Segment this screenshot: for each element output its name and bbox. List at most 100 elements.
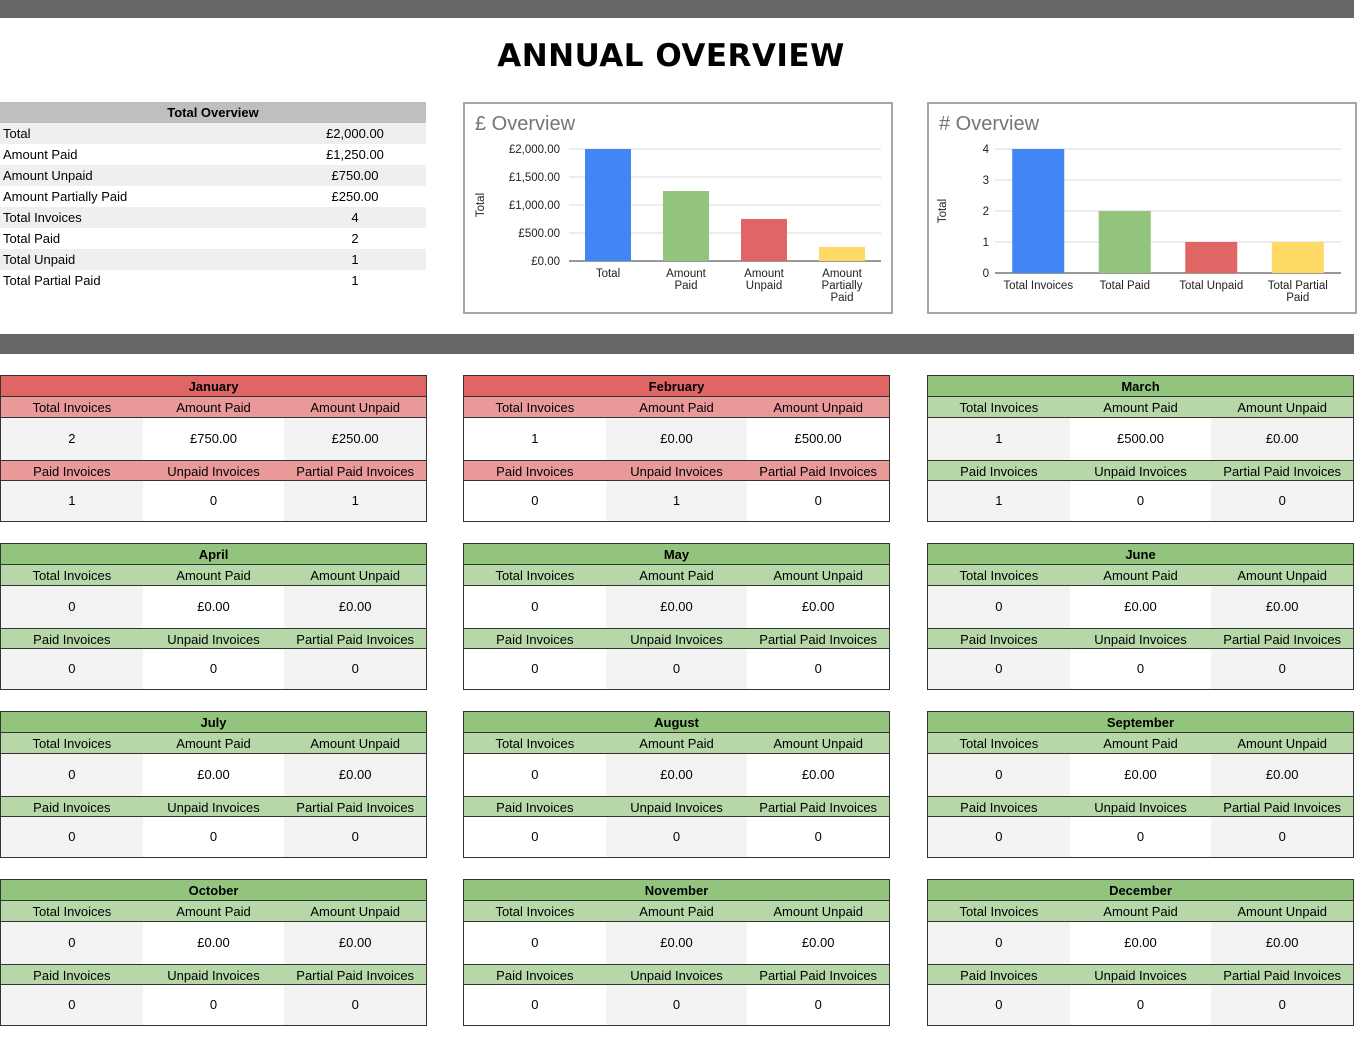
month-value-cell[interactable]: 0 (747, 481, 890, 521)
month-value-cell[interactable]: 0 (1, 985, 143, 1025)
month-value-cell[interactable]: 1 (928, 481, 1070, 521)
month-value-cell[interactable]: 0 (464, 649, 606, 689)
month-value-cell[interactable]: £0.00 (142, 922, 285, 964)
month-value-cell[interactable]: £0.00 (605, 586, 748, 628)
month-value-cell[interactable]: £0.00 (747, 754, 890, 796)
month-value-cell[interactable]: 0 (1069, 985, 1212, 1025)
month-value-cell[interactable]: 0 (142, 649, 285, 689)
month-value-cell[interactable]: £0.00 (605, 754, 748, 796)
month-value-cell[interactable]: 0 (1, 649, 143, 689)
month-value-cell[interactable]: 0 (1, 922, 143, 964)
month-value-cell[interactable]: 0 (1, 754, 143, 796)
month-value-cell[interactable]: 0 (605, 817, 748, 857)
month-value-cell[interactable]: 0 (1, 817, 143, 857)
month-card-february[interactable]: February Total Invoices Amount Paid Amount … (463, 375, 890, 522)
month-value-cell[interactable]: £0.00 (1211, 754, 1354, 796)
month-value-cell[interactable]: 1 (605, 481, 748, 521)
month-card-november[interactable]: November Total Invoices Amount Paid Amount … (463, 879, 890, 1026)
month-value-cell[interactable]: 0 (1, 586, 143, 628)
month-column-label: Total Invoices (32, 400, 112, 415)
month-value-cell[interactable]: £0.00 (747, 586, 890, 628)
month-value-cell[interactable]: 0 (605, 649, 748, 689)
month-value-cell[interactable]: £0.00 (1069, 922, 1212, 964)
month-value-cell[interactable]: 0 (464, 985, 606, 1025)
month-value-cell[interactable]: £750.00 (142, 418, 285, 460)
month-value-cell[interactable]: 1 (928, 418, 1070, 460)
month-value-cell[interactable]: £0.00 (605, 418, 748, 460)
month-column-label: Total Invoices (495, 904, 575, 919)
month-card-july[interactable]: July Total Invoices Amount Paid Amount Unpa… (0, 711, 427, 858)
month-value-cell[interactable]: 0 (605, 985, 748, 1025)
y-tick-label: 0 (983, 268, 989, 280)
month-value-cell[interactable]: 0 (142, 817, 285, 857)
month-value-cell[interactable]: 0 (1069, 481, 1212, 521)
month-value-row: 0 £0.00 £0.00 (464, 586, 890, 628)
overview-row-amount-unpaid[interactable]: Amount Unpaid £750.00 (0, 165, 426, 186)
month-value-cell[interactable]: 0 (284, 649, 427, 689)
month-value-cell[interactable]: 0 (747, 985, 890, 1025)
month-value-cell[interactable]: 0 (1211, 817, 1354, 857)
month-value-cell[interactable]: 2 (1, 418, 143, 460)
month-value-cell[interactable]: 0 (928, 817, 1070, 857)
month-value-cell[interactable]: £0.00 (284, 922, 427, 964)
month-value-cell[interactable]: 0 (747, 649, 890, 689)
overview-row-amount-paid[interactable]: Amount Paid £1,250.00 (0, 144, 426, 165)
month-value-cell[interactable]: £0.00 (1069, 586, 1212, 628)
month-card-september[interactable]: September Total Invoices Amount Paid Amount… (927, 711, 1354, 858)
month-value-cell[interactable]: £0.00 (142, 754, 285, 796)
month-card-december[interactable]: December Total Invoices Amount Paid Amount … (927, 879, 1354, 1026)
month-value-cell[interactable]: 0 (284, 985, 427, 1025)
month-value-cell[interactable]: 0 (928, 586, 1070, 628)
month-value-cell[interactable]: 0 (464, 817, 606, 857)
month-value-cell[interactable]: £0.00 (142, 586, 285, 628)
month-value-cell[interactable]: 0 (928, 754, 1070, 796)
month-value-cell[interactable]: 0 (1211, 481, 1354, 521)
month-value-cell[interactable]: 0 (142, 985, 285, 1025)
month-value-cell[interactable]: £0.00 (284, 586, 427, 628)
month-card-april[interactable]: April Total Invoices Amount Paid Amount Unp… (0, 543, 427, 690)
month-value-cell[interactable]: 0 (1211, 985, 1354, 1025)
month-value-cell[interactable]: 0 (464, 586, 606, 628)
month-value-cell[interactable]: £0.00 (1211, 586, 1354, 628)
month-value-cell[interactable]: 0 (142, 481, 285, 521)
month-value-cell[interactable]: 0 (464, 922, 606, 964)
month-value-cell[interactable]: 1 (464, 418, 606, 460)
month-value-cell[interactable]: 0 (928, 649, 1070, 689)
month-card-october[interactable]: October Total Invoices Amount Paid Amount U… (0, 879, 427, 1026)
month-value-cell[interactable]: 0 (747, 817, 890, 857)
month-card-august[interactable]: August Total Invoices Amount Paid Amount Un… (463, 711, 890, 858)
month-value-cell[interactable]: £500.00 (1069, 418, 1212, 460)
month-value-cell[interactable]: 0 (928, 985, 1070, 1025)
month-card-may[interactable]: May Total Invoices Amount Paid Amount Unpai… (463, 543, 890, 690)
overview-row-total-partial-paid[interactable]: Total Partial Paid 1 (0, 270, 426, 291)
month-value-cell[interactable]: 0 (1211, 649, 1354, 689)
month-column-label: Amount Unpaid (310, 568, 400, 583)
month-value-cell[interactable]: 0 (1069, 649, 1212, 689)
month-value-cell[interactable]: 0 (464, 754, 606, 796)
overview-row-total-invoices[interactable]: Total Invoices 4 (0, 207, 426, 228)
month-value-cell[interactable]: £0.00 (747, 922, 890, 964)
month-value-cell[interactable]: £0.00 (1211, 922, 1354, 964)
month-value-cell[interactable]: £0.00 (605, 922, 748, 964)
month-value-cell[interactable]: £0.00 (284, 754, 427, 796)
month-value-cell[interactable]: 0 (928, 922, 1070, 964)
overview-row-total[interactable]: Total £2,000.00 (0, 123, 426, 144)
month-value-cell[interactable]: 0 (284, 817, 427, 857)
count-overview-chart[interactable]: # Overview 0 1 2 3 4 Total Total Invoices Total… (927, 102, 1357, 314)
month-value-cell[interactable]: 1 (1, 481, 143, 521)
month-value-cell[interactable]: £500.00 (747, 418, 890, 460)
month-card-june[interactable]: June Total Invoices Amount Paid Amount Unpa… (927, 543, 1354, 690)
month-value-cell[interactable]: £0.00 (1069, 754, 1212, 796)
x-tick-label: Total Paid (1099, 280, 1150, 292)
month-value-cell[interactable]: 0 (1069, 817, 1212, 857)
overview-row-total-unpaid[interactable]: Total Unpaid 1 (0, 249, 426, 270)
month-value-cell[interactable]: £250.00 (284, 418, 427, 460)
overview-row-total-paid[interactable]: Total Paid 2 (0, 228, 426, 249)
month-card-january[interactable]: January Total Invoices Amount Paid Amount U… (0, 375, 427, 522)
month-value-cell[interactable]: 1 (284, 481, 427, 521)
month-value-cell[interactable]: 0 (464, 481, 606, 521)
money-overview-chart[interactable]: £ Overview £0.00 £500.00 £1,000.00 £1,500.0… (463, 102, 893, 314)
overview-row-amount-partially-paid[interactable]: Amount Partially Paid £250.00 (0, 186, 426, 207)
month-value-cell[interactable]: £0.00 (1211, 418, 1354, 460)
month-card-march[interactable]: March Total Invoices Amount Paid Amount Unp… (927, 375, 1354, 522)
